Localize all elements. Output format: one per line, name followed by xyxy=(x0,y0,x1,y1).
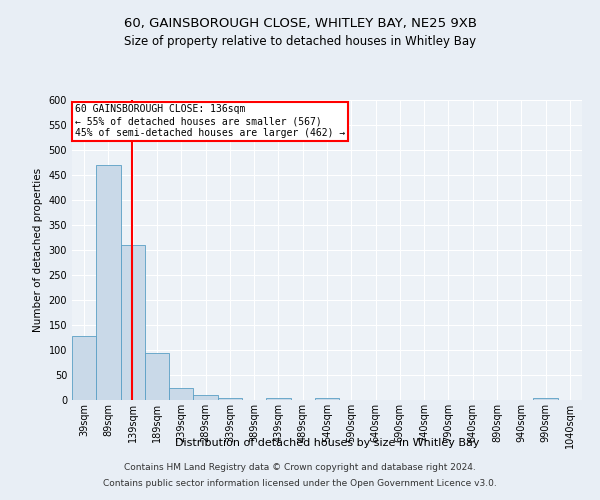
Y-axis label: Number of detached properties: Number of detached properties xyxy=(33,168,43,332)
Bar xyxy=(315,398,339,400)
Bar xyxy=(96,165,121,400)
Bar xyxy=(169,388,193,400)
Text: Distribution of detached houses by size in Whitley Bay: Distribution of detached houses by size … xyxy=(175,438,479,448)
Text: Size of property relative to detached houses in Whitley Bay: Size of property relative to detached ho… xyxy=(124,35,476,48)
Bar xyxy=(266,398,290,400)
Bar xyxy=(145,352,169,400)
Bar xyxy=(533,398,558,400)
Text: 60, GAINSBOROUGH CLOSE, WHITLEY BAY, NE25 9XB: 60, GAINSBOROUGH CLOSE, WHITLEY BAY, NE2… xyxy=(124,18,476,30)
Text: Contains HM Land Registry data © Crown copyright and database right 2024.: Contains HM Land Registry data © Crown c… xyxy=(124,464,476,472)
Bar xyxy=(72,336,96,400)
Bar xyxy=(193,395,218,400)
Text: Contains public sector information licensed under the Open Government Licence v3: Contains public sector information licen… xyxy=(103,478,497,488)
Bar xyxy=(218,398,242,400)
Bar xyxy=(121,245,145,400)
Text: 60 GAINSBOROUGH CLOSE: 136sqm
← 55% of detached houses are smaller (567)
45% of : 60 GAINSBOROUGH CLOSE: 136sqm ← 55% of d… xyxy=(74,104,345,138)
